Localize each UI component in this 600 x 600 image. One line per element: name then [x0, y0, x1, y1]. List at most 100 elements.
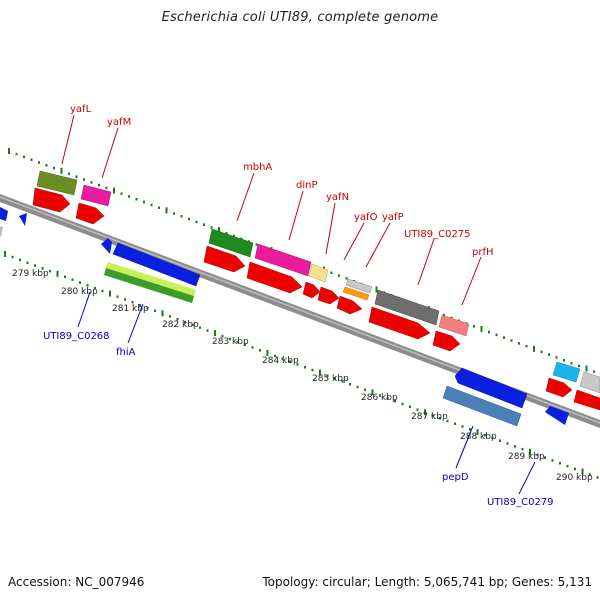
gene-block-prfH[interactable]	[438, 314, 470, 337]
gene-block-yafL[interactable]	[36, 170, 78, 196]
minor-tick	[281, 357, 284, 360]
minor-tick	[180, 215, 183, 218]
major-tick	[161, 310, 164, 317]
minor-tick	[454, 422, 456, 425]
gene-label-dinP[interactable]: dinP	[296, 180, 318, 191]
gene-label-fhiA[interactable]: fhiA	[116, 347, 136, 358]
minor-tick	[551, 459, 554, 462]
minor-tick	[491, 436, 494, 440]
gene-label-yafN[interactable]: yafN	[326, 192, 349, 203]
cds-arrow[interactable]	[573, 389, 600, 411]
major-tick	[60, 167, 63, 174]
minor-tick	[559, 462, 561, 465]
minor-tick	[229, 337, 231, 341]
ruler-label: 283 kbp	[212, 337, 249, 347]
major-tick	[113, 187, 115, 194]
major-tick	[375, 286, 378, 293]
gene-arrow[interactable]	[19, 213, 27, 226]
gene-block-UTI89_C0268[interactable]	[106, 262, 196, 296]
minor-tick	[259, 349, 261, 352]
gene-label-yafL[interactable]: yafL	[70, 104, 92, 115]
minor-tick	[86, 284, 89, 287]
gene-label-prfH[interactable]: prfH	[472, 247, 494, 258]
minor-tick	[203, 223, 205, 226]
cds-arrow[interactable]	[302, 281, 321, 299]
minor-tick	[139, 303, 141, 307]
major-tick	[109, 290, 111, 297]
minor-tick	[131, 301, 134, 304]
major-tick	[56, 270, 59, 277]
accession-label: Accession: NC_007946	[8, 575, 145, 589]
minor-tick	[401, 402, 404, 406]
gene-label-yafM[interactable]: yafM	[107, 117, 131, 128]
minor-tick	[11, 255, 14, 259]
major-tick	[371, 389, 374, 396]
minor-tick	[116, 295, 119, 298]
minor-tick	[589, 473, 591, 476]
gene-block-UTI89_C0275[interactable]	[374, 289, 440, 326]
minor-tick	[146, 306, 149, 310]
major-tick	[266, 349, 269, 356]
gene-block-yafO-b[interactable]	[342, 286, 370, 301]
minor-tick	[296, 363, 299, 366]
minor-tick	[473, 325, 475, 328]
gene-arrow-fhiA-strand[interactable]	[101, 238, 112, 254]
cds-arrow[interactable]	[317, 286, 340, 305]
gene-block-yafN[interactable]	[308, 263, 329, 283]
gene-features	[0, 170, 600, 427]
major-tick	[480, 326, 483, 332]
gene-arrow[interactable]	[0, 226, 3, 237]
major-tick	[214, 330, 216, 337]
gene-arrow[interactable]	[0, 207, 8, 221]
cds-arrow[interactable]	[368, 306, 431, 340]
gene-block-dinP[interactable]	[254, 243, 312, 277]
cds-arrow[interactable]	[246, 261, 303, 294]
minor-tick	[330, 271, 333, 274]
minor-tick	[53, 166, 55, 170]
gene-label-mbhA[interactable]: mbhA	[243, 162, 272, 173]
gene-block-mbhA[interactable]	[208, 228, 254, 258]
minor-tick	[274, 354, 276, 358]
ruler-label: 289 kbp	[508, 452, 545, 462]
gene-label-yafP[interactable]: yafP	[382, 212, 404, 223]
minor-tick	[191, 323, 194, 327]
gene-label-yafO[interactable]: yafO	[354, 212, 378, 223]
minor-tick	[563, 359, 565, 362]
minor-tick	[26, 261, 29, 264]
ruler-label: 279 kbp	[12, 269, 49, 279]
minor-tick	[596, 476, 599, 479]
gene-label-UTI89_C0279[interactable]: UTI89_C0279	[487, 497, 554, 508]
minor-tick	[244, 343, 246, 346]
cds-arrow[interactable]	[336, 295, 363, 315]
minor-tick	[101, 289, 104, 293]
minor-tick	[173, 212, 175, 215]
minor-tick	[341, 380, 344, 383]
cds-arrow[interactable]	[432, 330, 461, 352]
minor-tick	[345, 277, 348, 280]
gene-block-yafM[interactable]	[80, 184, 112, 207]
cds-arrow[interactable]	[203, 245, 246, 273]
cds-arrow[interactable]	[75, 202, 105, 225]
minor-tick	[49, 269, 51, 273]
cds-arrow[interactable]	[545, 377, 573, 398]
minor-tick	[233, 234, 235, 238]
gene-block-fhiA[interactable]	[104, 268, 194, 303]
gene-block-grey[interactable]	[579, 371, 600, 394]
major-tick	[8, 148, 10, 154]
gene-block-pepD[interactable]	[442, 385, 522, 427]
minor-tick	[379, 394, 381, 397]
gene-block-blue[interactable]	[112, 242, 201, 287]
gene-label-UTI89_C0268[interactable]: UTI89_C0268	[43, 331, 110, 342]
major-tick	[585, 365, 588, 372]
minor-tick	[338, 274, 340, 277]
gene-block-pepD-strand[interactable]	[454, 367, 528, 409]
gene-block-yafO[interactable]	[345, 278, 373, 294]
gene-label-pepD[interactable]: pepD	[442, 472, 469, 483]
major-tick	[529, 448, 531, 455]
cds-arrow[interactable]	[32, 187, 71, 213]
minor-tick	[41, 267, 44, 270]
gene-label-UTI89_C0275[interactable]: UTI89_C0275	[404, 229, 471, 240]
gene-block-cyan[interactable]	[552, 361, 581, 383]
gene-arrow[interactable]	[545, 406, 569, 425]
